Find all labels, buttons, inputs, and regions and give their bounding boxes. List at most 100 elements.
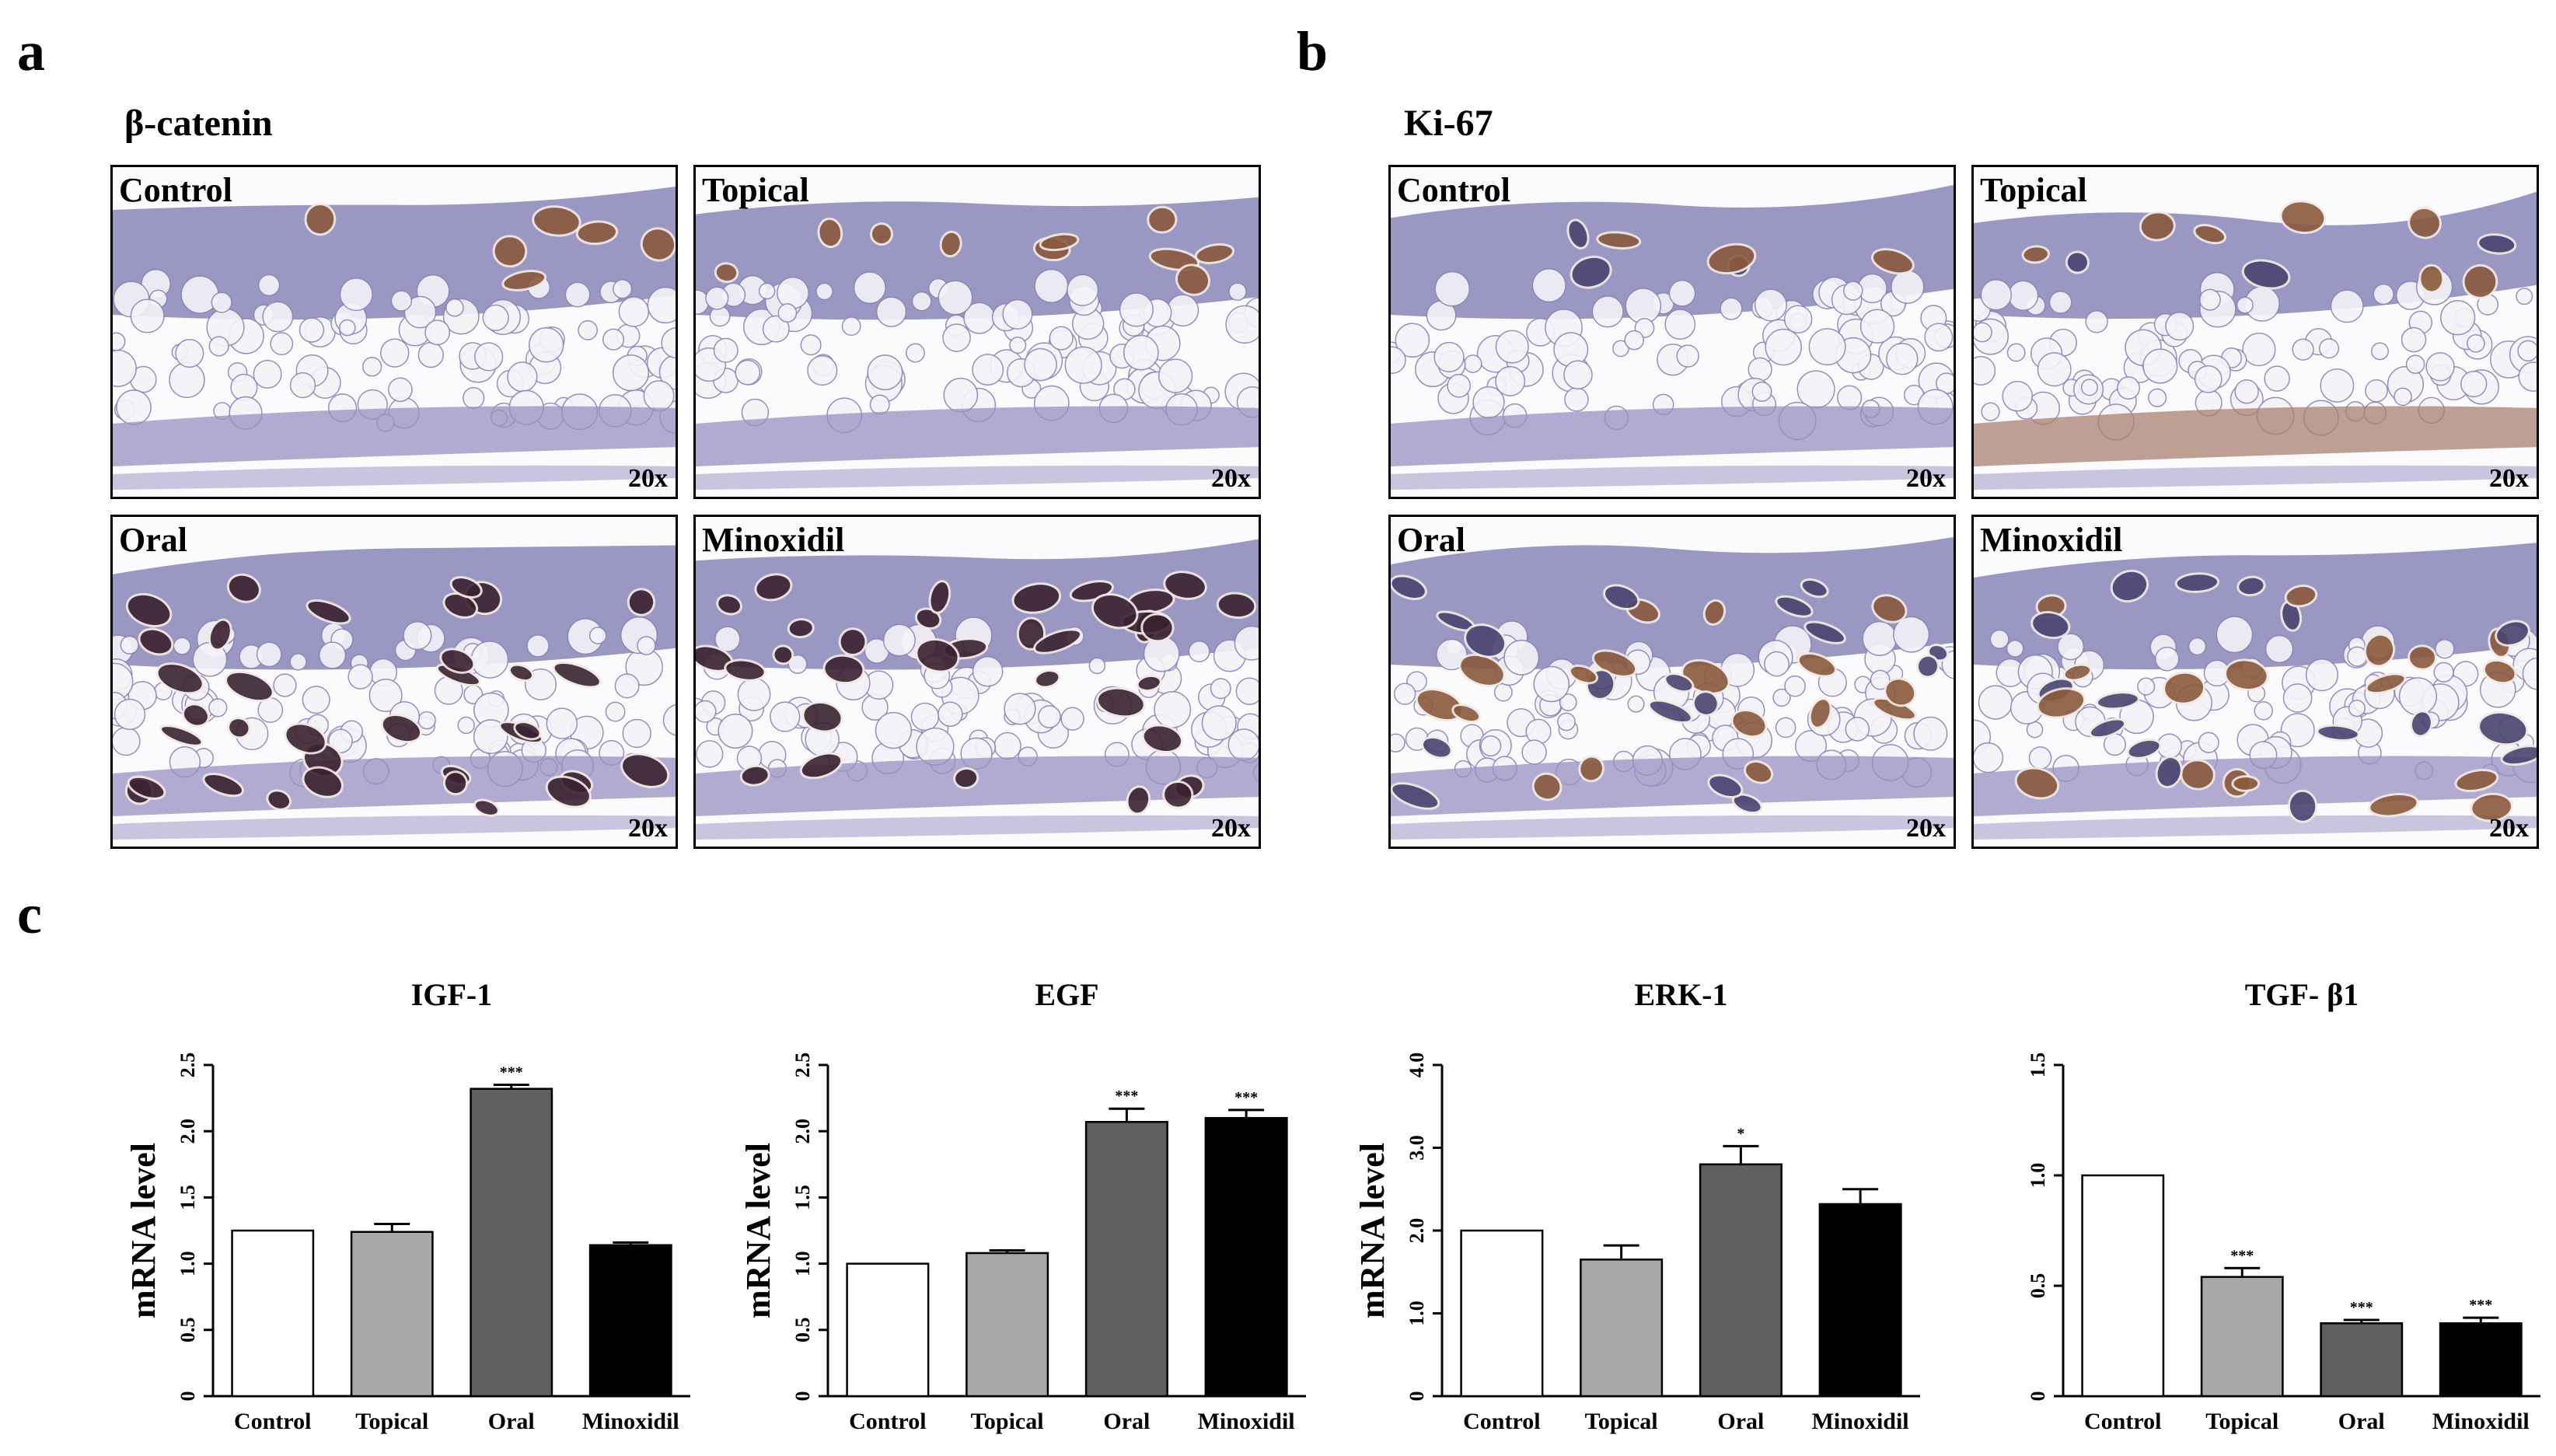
bar-minoxidil	[1204, 1116, 1288, 1398]
histology-image-b-minoxidil: Minoxidil 20x	[1971, 515, 2539, 849]
significance-marker: ***	[1234, 1089, 1258, 1106]
bar-oral	[2320, 1322, 2404, 1398]
significance-marker: ***	[500, 1064, 523, 1081]
chart-title: ERK-1	[1635, 977, 1728, 1012]
bar-control	[846, 1262, 930, 1398]
histology-image-a-control: Control 20x	[110, 165, 678, 499]
bar-minoxidil	[2439, 1322, 2523, 1398]
histology-group-label: Minoxidil	[702, 521, 845, 559]
bar-control	[231, 1229, 315, 1398]
x-tick-label: Oral	[1103, 1409, 1150, 1434]
x-tick-label: Minoxidil	[1812, 1409, 1909, 1434]
tissue-section	[113, 545, 676, 840]
x-tick-label: Topical	[2205, 1409, 2278, 1434]
bar-oral	[470, 1088, 553, 1398]
y-tick-label: 0.5	[791, 1318, 814, 1343]
y-tick-label: 0	[1405, 1391, 1428, 1402]
y-tick-label: 2.0	[1405, 1218, 1428, 1244]
magnification-label: 20x	[1211, 814, 1251, 843]
y-tick-label: 1.0	[1405, 1301, 1428, 1326]
y-axis-label: mRNA level	[739, 1143, 777, 1318]
x-tick-label: Topical	[1585, 1409, 1658, 1434]
histology-image-a-minoxidil: Minoxidil 20x	[693, 515, 1261, 849]
y-axis-label: mRNA level	[124, 1143, 162, 1318]
x-tick-label: Control	[2084, 1409, 2161, 1434]
y-tick-label: 0	[791, 1391, 814, 1402]
significance-marker: ***	[2469, 1297, 2492, 1314]
x-tick-label: Control	[234, 1409, 311, 1434]
y-tick-label: 0	[176, 1391, 199, 1402]
x-tick-label: Control	[1463, 1409, 1540, 1434]
chart-title: EGF	[1035, 977, 1098, 1012]
y-tick-label: 3.0	[1405, 1135, 1428, 1161]
y-tick-label: 1.0	[2027, 1163, 2049, 1189]
tissue-section	[696, 539, 1259, 840]
y-tick-label: 0.5	[2027, 1273, 2049, 1299]
bar-control	[2081, 1174, 2165, 1398]
bar-topical	[965, 1252, 1049, 1398]
histology-group-label: Control	[119, 171, 232, 209]
y-tick-label: 1.0	[176, 1251, 199, 1276]
panel-a-letter: a	[17, 20, 45, 82]
beta-catenin-title: β-catenin	[124, 103, 273, 144]
histology-group-label: Oral	[1397, 521, 1465, 559]
tissue-section	[1391, 536, 1954, 840]
histology-image-a-oral: Oral 20x	[110, 515, 678, 849]
y-tick-label: 1.5	[791, 1185, 814, 1210]
significance-marker: *	[1737, 1125, 1744, 1142]
tissue-section	[696, 197, 1259, 490]
bar-topical	[350, 1231, 434, 1398]
tissue-section	[113, 187, 676, 490]
magnification-label: 20x	[2489, 814, 2529, 843]
bar-topical	[1580, 1259, 1664, 1398]
magnification-label: 20x	[2489, 464, 2529, 493]
histology-group-label: Control	[1397, 171, 1510, 209]
x-tick-label: Oral	[488, 1409, 535, 1434]
histology-group-label: Oral	[119, 521, 187, 559]
significance-marker: ***	[1115, 1088, 1138, 1105]
y-tick-label: 2.5	[791, 1053, 814, 1078]
x-tick-label: Control	[849, 1409, 926, 1434]
bar-oral	[1699, 1163, 1783, 1398]
histology-image-a-topical: Topical 20x	[693, 165, 1261, 499]
magnification-label: 20x	[1211, 464, 1251, 493]
bar-topical	[2200, 1276, 2284, 1398]
y-tick-label: 0.5	[176, 1318, 199, 1343]
magnification-label: 20x	[628, 464, 668, 493]
significance-marker: ***	[2230, 1247, 2254, 1264]
panel-c-letter: c	[17, 883, 42, 945]
y-tick-label: 0	[2027, 1391, 2049, 1402]
y-axis-label: mRNA level	[1353, 1143, 1391, 1318]
y-tick-label: 2.5	[176, 1053, 199, 1078]
histology-group-label: Topical	[702, 171, 809, 209]
x-tick-label: Topical	[355, 1409, 428, 1434]
histology-image-b-control: Control 20x	[1388, 165, 1956, 499]
magnification-label: 20x	[1906, 814, 1946, 843]
x-tick-label: Minoxidil	[1198, 1409, 1295, 1434]
bar-control	[1460, 1229, 1544, 1398]
bar-minoxidil	[588, 1244, 672, 1398]
x-tick-label: Oral	[2338, 1409, 2385, 1434]
tissue-section	[1974, 543, 2537, 840]
bar-oral	[1084, 1121, 1168, 1398]
y-tick-label: 1.0	[791, 1251, 814, 1276]
bar-minoxidil	[1818, 1203, 1902, 1398]
panel-b-letter: b	[1297, 20, 1329, 82]
x-tick-label: Oral	[1717, 1409, 1764, 1434]
chart-title: TGF- β1	[2245, 977, 2359, 1012]
significance-marker: ***	[2350, 1299, 2373, 1316]
ki67-title: Ki-67	[1404, 103, 1493, 144]
histology-image-b-oral: Oral 20x	[1388, 515, 1956, 849]
magnification-label: 20x	[1906, 464, 1946, 493]
histology-image-b-topical: Topical 20x	[1971, 165, 2539, 499]
y-tick-label: 1.5	[176, 1185, 199, 1210]
tissue-section	[1391, 184, 1954, 490]
x-tick-label: Minoxidil	[2432, 1409, 2530, 1434]
x-tick-label: Minoxidil	[582, 1409, 679, 1434]
chart-title: IGF-1	[411, 977, 492, 1012]
y-tick-label: 4.0	[1405, 1053, 1428, 1078]
y-tick-label: 2.0	[791, 1119, 814, 1144]
histology-group-label: Topical	[1980, 171, 2087, 209]
histology-group-label: Minoxidil	[1980, 521, 2123, 559]
